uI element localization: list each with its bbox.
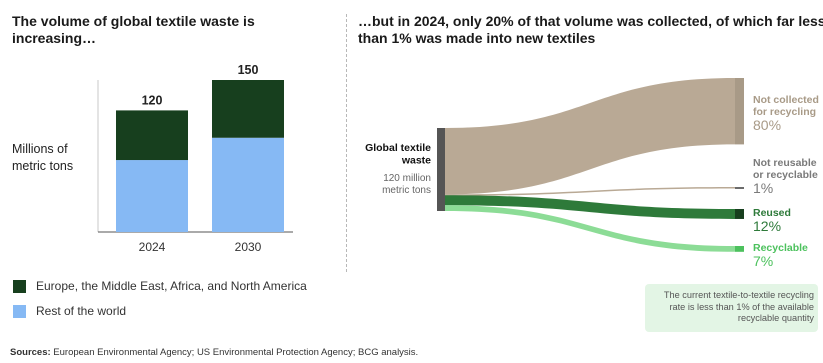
bar-total-label: 150 <box>238 63 259 77</box>
sankey-target-node <box>735 187 744 189</box>
legend-item-rest-of-world: Rest of the world <box>13 304 126 318</box>
bar-segment <box>116 160 188 232</box>
callout-box <box>645 284 818 332</box>
source-note: Sources: European Environmental Agency; … <box>10 347 710 358</box>
source-text: European Environmental Agency; US Enviro… <box>53 347 419 358</box>
legend-swatch <box>13 304 26 318</box>
sankey-source-total: 120 million metric tons <box>382 173 431 196</box>
source-label: Sources: <box>10 347 51 358</box>
left-chart-title: The volume of global textile waste is in… <box>12 13 255 46</box>
sankey-flow-band <box>445 78 735 195</box>
x-tick-label: 2024 <box>139 240 166 254</box>
x-tick-label: 2030 <box>235 240 262 254</box>
sankey-target-label: Not collected for recycling <box>753 94 819 118</box>
bar-total-label: 120 <box>142 93 163 107</box>
panel-divider <box>346 14 347 272</box>
sankey-target-percent: 12% <box>753 218 781 234</box>
legend-label: Rest of the world <box>36 304 127 318</box>
sankey-target-label: Reused <box>753 207 791 219</box>
sankey-target-node <box>735 209 744 219</box>
legend-swatch <box>13 279 26 293</box>
legend-label: Europe, the Middle East, Africa, and Nor… <box>36 279 307 293</box>
sankey-flow-band <box>445 195 735 219</box>
legend-item-emea-na: Europe, the Middle East, Africa, and Nor… <box>13 279 307 293</box>
bar-segment <box>212 80 284 138</box>
bar-segment <box>116 110 188 161</box>
sankey-flow-band <box>445 205 735 252</box>
sankey-target-percent: 1% <box>753 180 773 196</box>
bar-segment <box>212 137 284 232</box>
sankey-diagram: Global textile waste 120 million metric ton… <box>365 78 819 269</box>
callout-text: The current textile-to-textile recycling… <box>663 290 814 323</box>
stacked-bar-chart: 120 2024 150 2030 <box>97 63 293 254</box>
sankey-target-label: Not reusable or recyclable <box>753 157 818 181</box>
y-unit-label: Millions of metric tons <box>12 142 74 173</box>
sankey-target-node <box>735 78 744 145</box>
right-chart-title: …but in 2024, only 20% of that volume wa… <box>358 13 823 46</box>
sankey-flow-band <box>445 187 735 196</box>
sankey-source-name: Global textile waste <box>365 142 431 167</box>
sankey-target-percent: 80% <box>753 117 781 133</box>
sankey-target-node <box>735 246 744 252</box>
sankey-target-label: Recyclable <box>753 242 808 254</box>
sankey-target-percent: 7% <box>753 253 773 269</box>
sankey-source-node <box>437 128 445 211</box>
